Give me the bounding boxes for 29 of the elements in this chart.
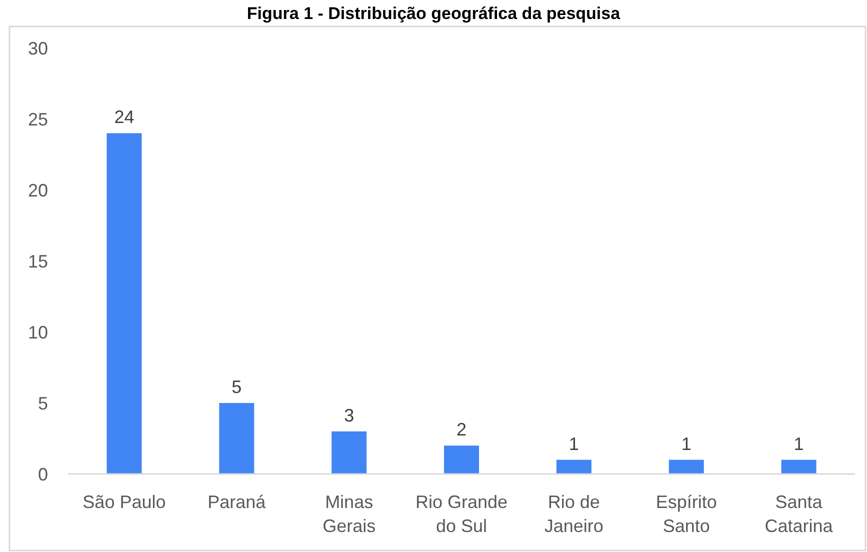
bar: [781, 460, 816, 474]
x-tick-label: Santa Catarina: [764, 492, 834, 536]
bar: [332, 431, 367, 474]
y-tick-label: 25: [28, 109, 48, 130]
data-label: 24: [114, 107, 134, 128]
y-tick-label: 5: [38, 393, 48, 414]
y-tick-label: 15: [28, 251, 48, 272]
y-tick-label: 10: [28, 322, 48, 342]
bar: [556, 460, 592, 474]
x-tick-label: Espírito Santo: [656, 492, 717, 536]
y-tick-label: 0: [38, 464, 48, 484]
x-tick-label: Rio de Janeiro: [544, 492, 604, 536]
data-label: 1: [568, 434, 579, 454]
chart-title: Figura 1 - Distribuição geográfica da pesquisa: [246, 4, 621, 23]
y-tick-label: 20: [28, 180, 48, 200]
bar: [444, 446, 479, 474]
bar: [668, 460, 704, 474]
x-tick-label: Paraná: [208, 492, 267, 512]
y-tick-label: 30: [28, 38, 48, 58]
data-label: 1: [681, 434, 692, 454]
bar: [219, 403, 254, 474]
data-label: 2: [456, 420, 467, 440]
data-label: 5: [232, 377, 242, 397]
x-tick-label: São Paulo: [82, 492, 166, 512]
x-tick-label: Rio Grande do Sul: [415, 492, 508, 536]
data-label: 1: [794, 434, 804, 454]
x-tick-label: Minas Gerais: [322, 492, 376, 536]
bar: [106, 133, 142, 474]
data-label: 3: [344, 405, 354, 426]
